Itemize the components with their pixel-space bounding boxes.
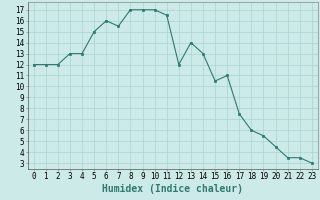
X-axis label: Humidex (Indice chaleur): Humidex (Indice chaleur): [102, 184, 243, 194]
